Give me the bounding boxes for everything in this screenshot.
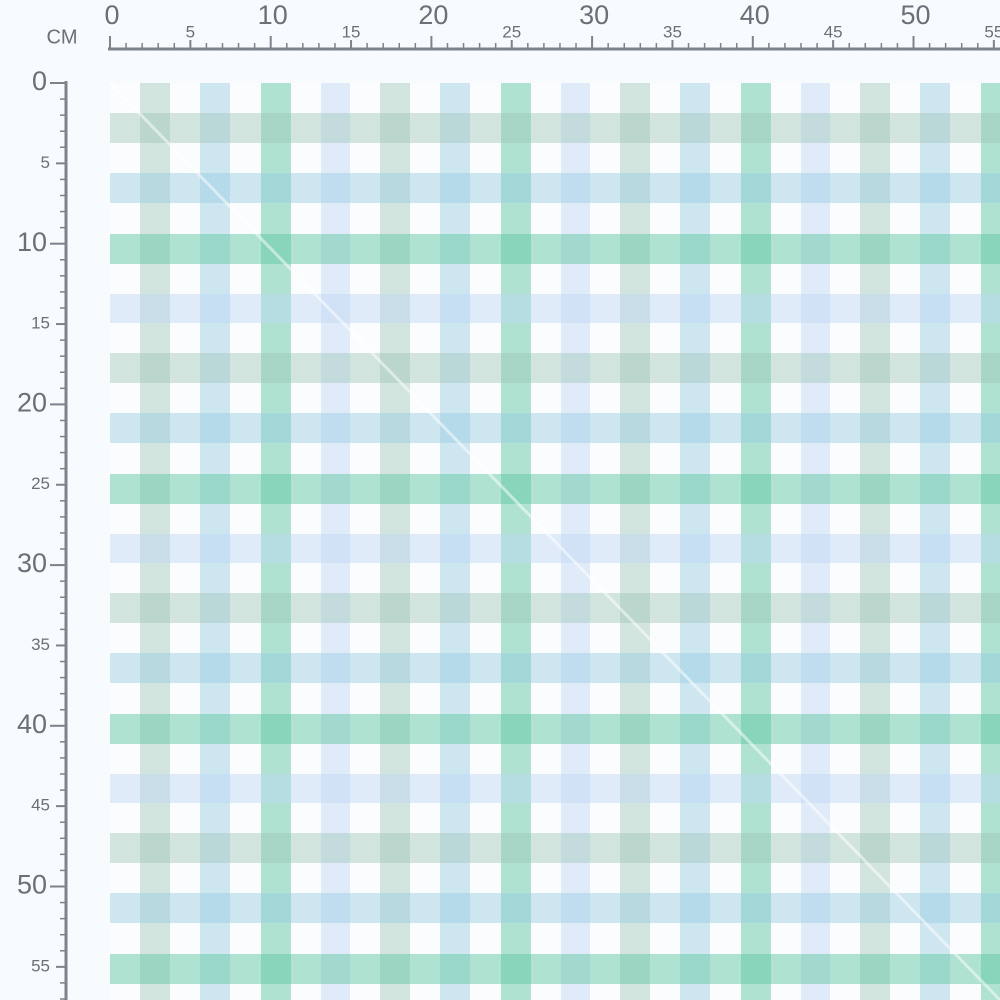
ruler-label: 50: [17, 870, 47, 900]
unit-label: CM: [46, 26, 77, 48]
ruler-label: 30: [579, 0, 609, 30]
ruler-label: 25: [31, 474, 50, 493]
ruler-label: 55: [31, 956, 50, 975]
ruler-label: 10: [258, 0, 288, 30]
ruler-label: 15: [31, 314, 50, 333]
ruler-label: 35: [663, 22, 682, 41]
ruler-label: 25: [502, 22, 521, 41]
ruler-label: 40: [740, 0, 770, 30]
ruler-label: 20: [17, 388, 47, 418]
ruler-label: 5: [186, 22, 195, 41]
ruler-label: 50: [900, 0, 930, 30]
ruler-label: 30: [17, 548, 47, 578]
ruler-label: 0: [104, 0, 119, 30]
ruler-label: 20: [418, 0, 448, 30]
ruler-label: 40: [17, 709, 47, 739]
ruler-label: 35: [31, 635, 50, 654]
ruler-label: 45: [31, 796, 50, 815]
ruler-label: 10: [17, 227, 47, 257]
fabric-fold: [108, 81, 1000, 1000]
ruler-label: 55: [984, 22, 1000, 41]
ruler-label: 15: [342, 22, 361, 41]
ruler-label: 45: [824, 22, 843, 41]
ruler-label: 0: [32, 66, 47, 96]
ruler-label: 5: [41, 153, 50, 172]
